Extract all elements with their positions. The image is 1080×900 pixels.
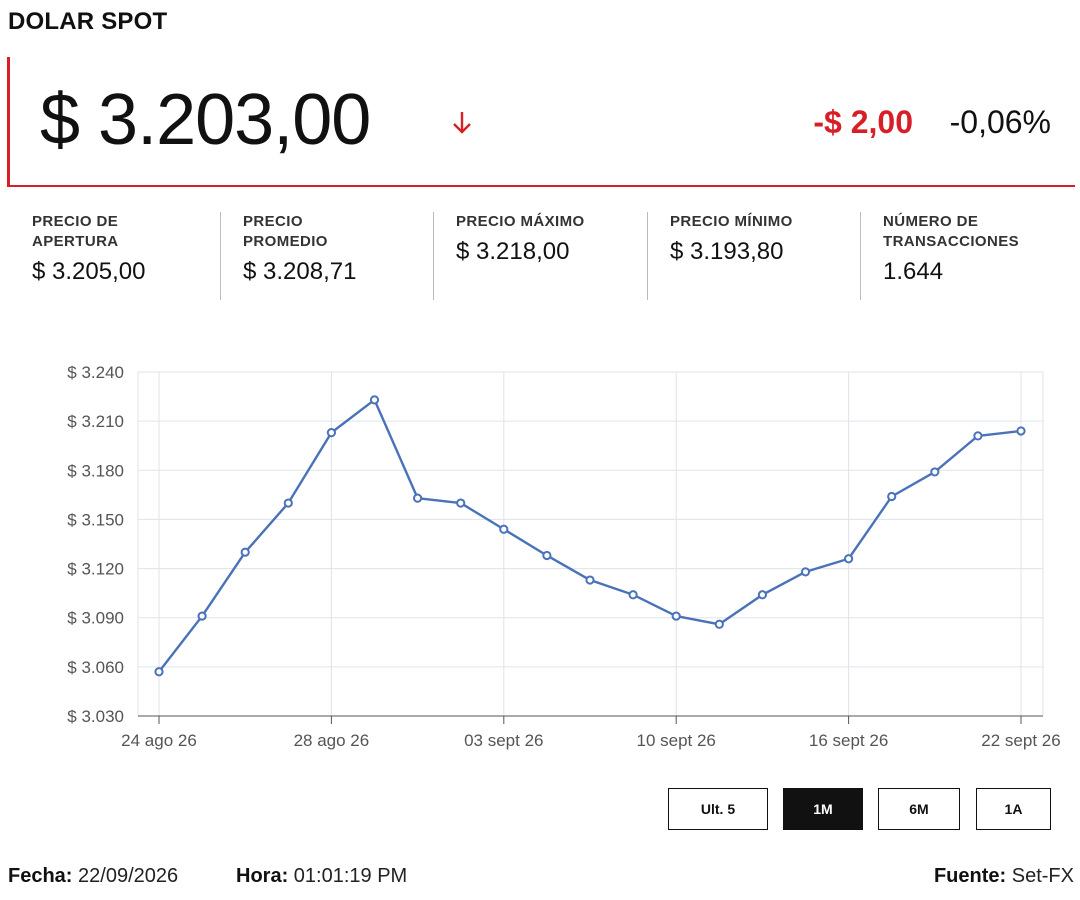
data-point xyxy=(154,667,164,677)
current-price: $ 3.203,00 xyxy=(40,80,371,160)
data-point xyxy=(240,547,250,557)
stat-label: PRECIO MÁXIMO xyxy=(456,213,585,230)
stat-opening-price: PRECIO DE APERTURA $ 3.205,00 xyxy=(10,212,224,300)
price-panel: $ 3.203,00 -$ 2,00 -0,06% xyxy=(7,57,1075,187)
data-point xyxy=(973,431,983,441)
data-point xyxy=(197,611,207,621)
time-label: Hora: xyxy=(236,865,289,887)
range-button-1a[interactable]: 1A xyxy=(976,788,1051,830)
data-point xyxy=(585,575,595,585)
y-tick-label: $ 3.150 xyxy=(67,510,124,529)
y-tick-label: $ 3.060 xyxy=(67,658,124,677)
data-point xyxy=(326,428,336,438)
date-value: 22/09/2026 xyxy=(78,865,179,887)
data-point xyxy=(800,567,811,577)
page-title: DOLAR SPOT xyxy=(8,8,168,35)
date-label: Fecha: xyxy=(8,865,73,887)
footer-time: Hora: 01:01:19 PM xyxy=(236,865,407,888)
data-point xyxy=(499,524,509,534)
series-line xyxy=(158,398,1022,673)
time-value: 01:01:19 PM xyxy=(293,865,408,887)
data-point xyxy=(542,550,552,561)
stats-row: PRECIO DE APERTURA $ 3.205,00 PRECIO PROME… xyxy=(10,212,1076,302)
y-tick-label: $ 3.030 xyxy=(67,707,124,726)
y-tick-label: $ 3.120 xyxy=(67,560,124,579)
x-tick-label: 28 ago 26 xyxy=(294,731,370,750)
stat-transactions: NÚMERO DE TRANSACCIONES 1.644 xyxy=(860,212,1074,300)
data-point xyxy=(456,498,466,508)
x-tick-label: 16 sept 26 xyxy=(809,731,888,750)
range-button-6m[interactable]: 6M xyxy=(878,788,960,830)
stat-value: $ 3.218,00 xyxy=(456,238,570,265)
range-button-last5[interactable]: Ult. 5 xyxy=(668,788,768,830)
data-point xyxy=(628,590,638,600)
footer-source: Fuente: Set-FX xyxy=(934,865,1074,888)
stat-label: NÚMERO DE TRANSACCIONES xyxy=(883,213,1020,250)
x-tick-label: 03 sept 26 xyxy=(464,731,543,750)
stat-value: $ 3.208,71 xyxy=(243,258,357,285)
y-tick-label: $ 3.180 xyxy=(67,461,124,480)
y-tick-label: $ 3.210 xyxy=(67,412,124,431)
stat-label: PRECIO DE APERTURA xyxy=(32,213,119,250)
price-change-absolute: -$ 2,00 xyxy=(813,104,913,140)
data-point xyxy=(671,611,681,621)
price-line-chart: $ 3.030 $ 3.060 $ 3.090 $ 3.120 $ 3.150 $ 3.1… xyxy=(67,363,1060,750)
data-point xyxy=(930,467,940,477)
stat-label: PRECIO PROMEDIO xyxy=(243,213,328,250)
data-point xyxy=(887,491,897,502)
stat-value: 1.644 xyxy=(883,258,944,285)
range-button-1m[interactable]: 1M xyxy=(783,788,863,830)
stat-max-price: PRECIO MÁXIMO $ 3.218,00 xyxy=(433,212,647,300)
arrow-down-icon xyxy=(453,112,471,134)
source-label: Fuente: xyxy=(933,865,1007,887)
data-point xyxy=(844,554,854,564)
data-point xyxy=(413,493,423,503)
x-tick-label: 22 sept 26 xyxy=(981,731,1060,750)
stat-average-price: PRECIO PROMEDIO $ 3.208,71 xyxy=(220,212,434,300)
data-point xyxy=(757,590,768,600)
stat-label: PRECIO MÍNIMO xyxy=(670,213,793,230)
y-tick-label: $ 3.240 xyxy=(67,363,124,382)
data-point xyxy=(714,619,724,629)
data-point xyxy=(1016,426,1026,436)
source-value: Set-FX xyxy=(1011,865,1074,887)
x-tick-label: 10 sept 26 xyxy=(636,731,715,750)
stat-value: $ 3.205,00 xyxy=(32,258,146,285)
x-tick-label: 24 ago 26 xyxy=(121,731,197,750)
price-change-percent: -0,06% xyxy=(949,104,1051,140)
footer-date: Fecha: 22/09/2026 xyxy=(8,865,178,888)
data-point xyxy=(283,498,293,508)
y-tick-label: $ 3.090 xyxy=(67,609,124,628)
stat-value: $ 3.193,80 xyxy=(670,238,784,265)
data-point xyxy=(369,395,380,405)
stat-min-price: PRECIO MÍNIMO $ 3.193,80 xyxy=(647,212,861,300)
